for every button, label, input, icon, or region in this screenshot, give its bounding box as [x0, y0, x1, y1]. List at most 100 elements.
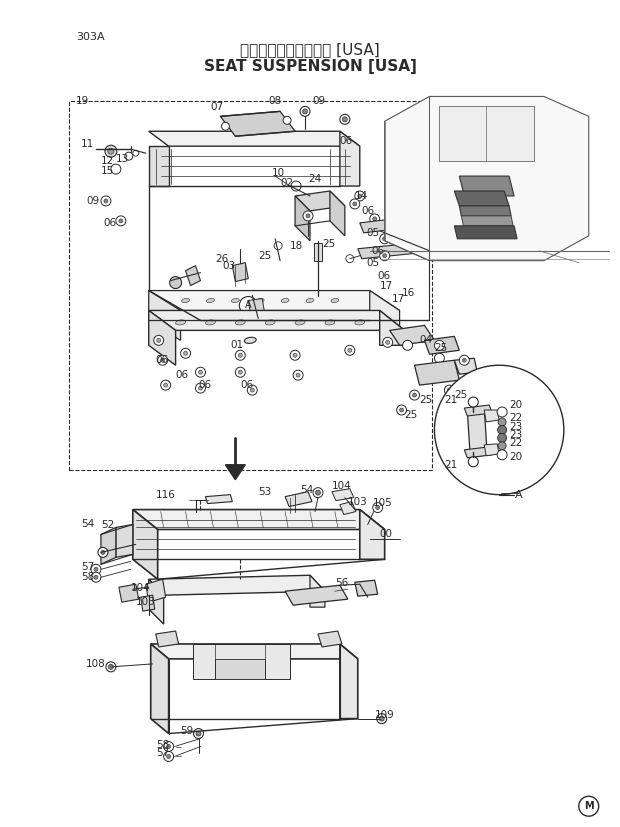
Polygon shape: [232, 263, 248, 282]
Polygon shape: [484, 444, 499, 456]
Bar: [69, 102, 432, 470]
Circle shape: [348, 348, 352, 352]
Text: 04: 04: [420, 335, 433, 346]
Circle shape: [498, 433, 507, 442]
Polygon shape: [149, 146, 169, 186]
Circle shape: [400, 408, 404, 412]
Text: M: M: [584, 801, 593, 811]
Circle shape: [383, 237, 387, 241]
Circle shape: [196, 731, 201, 736]
Circle shape: [497, 450, 507, 460]
Polygon shape: [459, 176, 514, 196]
Text: 06: 06: [372, 246, 385, 256]
Circle shape: [579, 796, 599, 816]
Circle shape: [313, 488, 323, 498]
Text: 06: 06: [156, 356, 169, 366]
Circle shape: [463, 358, 466, 362]
Text: 19: 19: [76, 97, 89, 107]
Text: 103: 103: [136, 597, 156, 607]
Text: 20: 20: [509, 400, 522, 410]
Ellipse shape: [355, 320, 365, 325]
Polygon shape: [370, 290, 400, 341]
Circle shape: [239, 297, 257, 314]
Text: 18: 18: [290, 241, 303, 251]
Polygon shape: [133, 509, 157, 579]
Circle shape: [161, 358, 165, 362]
Circle shape: [316, 490, 321, 495]
Polygon shape: [464, 405, 492, 416]
Circle shape: [108, 664, 113, 669]
Circle shape: [111, 164, 121, 174]
Text: 01: 01: [231, 340, 244, 351]
Circle shape: [104, 199, 108, 203]
Text: 59: 59: [180, 725, 194, 735]
Polygon shape: [285, 586, 348, 605]
Text: 58: 58: [81, 572, 94, 582]
Circle shape: [180, 348, 190, 358]
Text: 105: 105: [373, 498, 392, 508]
Text: 20: 20: [509, 452, 522, 461]
Polygon shape: [146, 579, 166, 602]
Circle shape: [373, 503, 383, 513]
Polygon shape: [248, 299, 264, 313]
Text: 06: 06: [340, 136, 353, 146]
Text: 06: 06: [198, 380, 211, 390]
Circle shape: [379, 234, 389, 244]
Circle shape: [417, 244, 427, 254]
Circle shape: [498, 442, 506, 450]
Text: 21: 21: [445, 395, 458, 405]
Text: 10: 10: [272, 168, 285, 178]
Polygon shape: [116, 524, 133, 557]
Text: 104: 104: [131, 583, 151, 593]
Circle shape: [119, 219, 123, 222]
Circle shape: [420, 219, 423, 222]
Polygon shape: [484, 410, 499, 422]
Polygon shape: [340, 644, 358, 719]
Text: 56: 56: [335, 578, 348, 588]
Circle shape: [291, 181, 301, 191]
Text: 00: 00: [379, 529, 392, 539]
Circle shape: [250, 388, 254, 392]
Circle shape: [468, 397, 478, 407]
Circle shape: [125, 152, 133, 160]
Circle shape: [167, 744, 170, 748]
Polygon shape: [295, 196, 310, 241]
Circle shape: [303, 109, 308, 114]
Polygon shape: [141, 595, 155, 611]
Text: 25: 25: [420, 395, 433, 405]
Ellipse shape: [256, 299, 264, 303]
Circle shape: [157, 356, 167, 366]
Circle shape: [157, 338, 161, 342]
Polygon shape: [454, 226, 517, 239]
Polygon shape: [415, 361, 459, 385]
Circle shape: [345, 346, 355, 356]
Ellipse shape: [265, 320, 275, 325]
Text: 03: 03: [223, 261, 236, 270]
Circle shape: [101, 551, 105, 554]
Circle shape: [94, 567, 98, 571]
Circle shape: [377, 714, 387, 724]
Text: 25: 25: [454, 390, 467, 400]
Text: 22: 22: [509, 437, 523, 448]
Circle shape: [170, 276, 182, 289]
Circle shape: [296, 373, 300, 377]
Text: 09: 09: [312, 97, 325, 107]
Circle shape: [383, 337, 392, 347]
Circle shape: [420, 246, 423, 251]
Text: 09: 09: [86, 196, 99, 206]
Circle shape: [293, 353, 297, 357]
Polygon shape: [355, 581, 378, 596]
Polygon shape: [330, 191, 345, 236]
Text: 15: 15: [101, 166, 114, 176]
Text: 13: 13: [116, 154, 129, 164]
Polygon shape: [285, 491, 312, 507]
Circle shape: [498, 425, 507, 434]
Circle shape: [303, 211, 313, 221]
Circle shape: [164, 752, 174, 762]
Polygon shape: [464, 447, 492, 458]
Text: 14: 14: [355, 191, 368, 201]
Text: SEAT SUSPENSION [USA]: SEAT SUSPENSION [USA]: [203, 59, 417, 74]
Text: 103: 103: [348, 496, 368, 507]
Circle shape: [342, 117, 347, 122]
Circle shape: [133, 151, 139, 156]
